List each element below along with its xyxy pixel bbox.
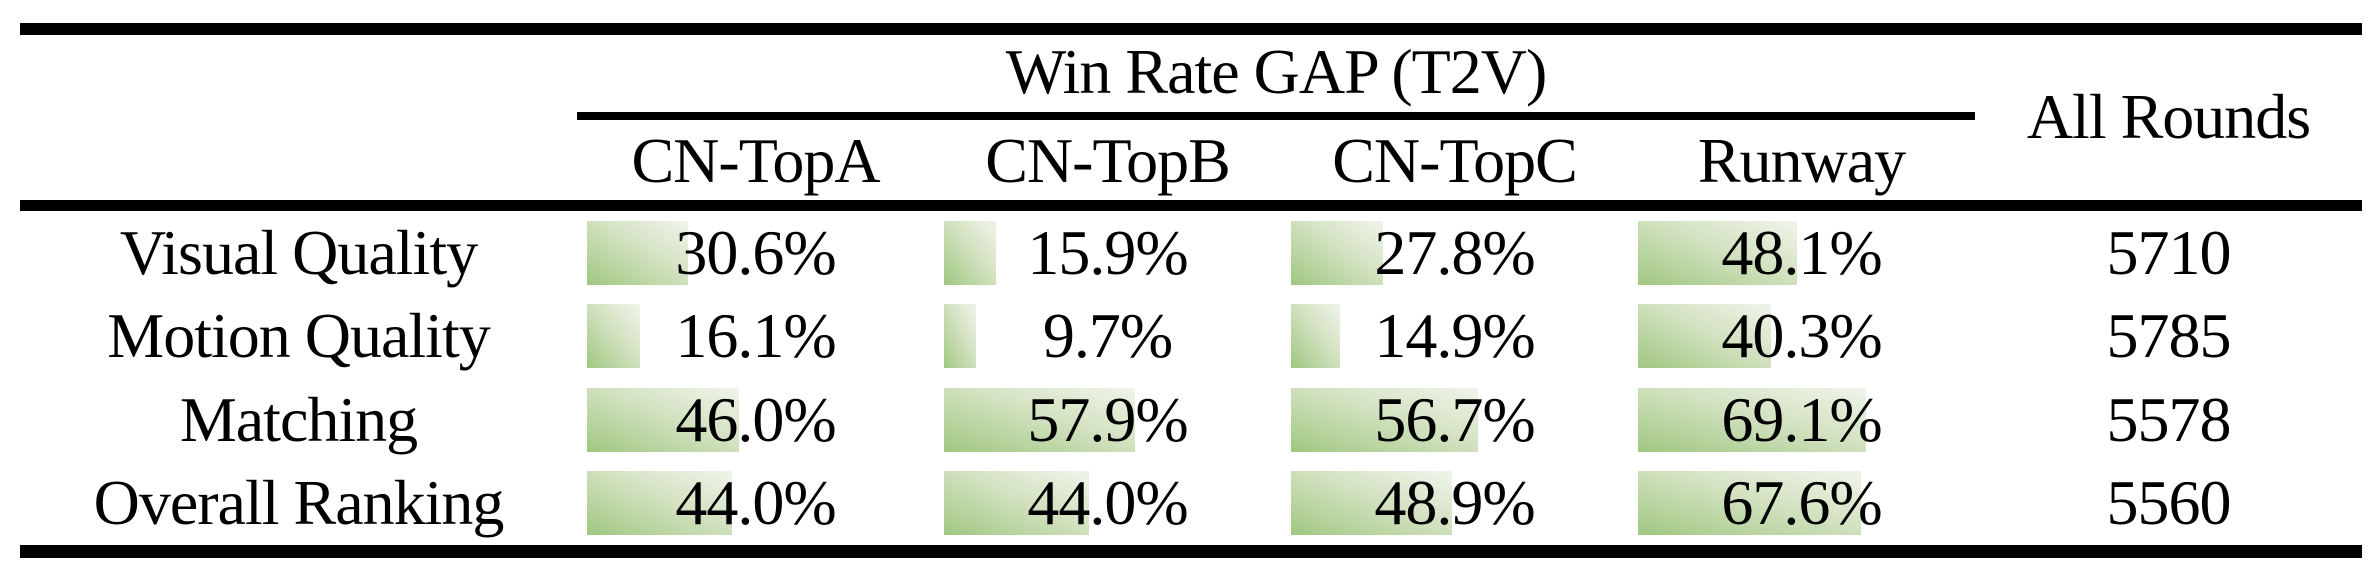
row-label: Motion Quality xyxy=(107,300,490,372)
column-header-cn-topc: CN-TopC xyxy=(1332,124,1578,196)
win-rate-cell: 16.1% xyxy=(577,295,934,379)
win-rate-cell: 9.7% xyxy=(934,295,1281,379)
table-rule-bottom xyxy=(20,545,2362,558)
table-body: Visual Quality 30.6% 15.9% 27.8% 48.1% 5710 Mo… xyxy=(20,211,2362,545)
win-rate-bar xyxy=(1291,387,1478,452)
table-row: Motion Quality 16.1% 9.7% 14.9% 40.3% 5785 xyxy=(20,295,2362,379)
win-rate-cell: 48.9% xyxy=(1281,462,1628,546)
win-rate-bar xyxy=(1638,471,1861,536)
win-rate-bar xyxy=(1638,387,1866,452)
win-rate-value: 9.7% xyxy=(1042,300,1173,372)
all-rounds-value: 5560 xyxy=(2106,467,2232,539)
win-rate-bar xyxy=(587,304,640,369)
win-rate-value: 30.6% xyxy=(675,216,836,288)
win-rate-value: 57.9% xyxy=(1027,383,1188,455)
table-row: Overall Ranking 44.0% 44.0% 48.9% 67.6% 5560 xyxy=(20,462,2362,546)
win-rate-bar xyxy=(944,471,1089,536)
win-rate-cell: 44.0% xyxy=(577,462,934,546)
win-rate-value: 16.1% xyxy=(675,300,836,372)
win-rate-value: 67.6% xyxy=(1721,467,1882,539)
column-header-cn-topb: CN-TopB xyxy=(985,124,1231,196)
table-rule-header-bottom xyxy=(20,200,2362,211)
win-rate-cell: 44.0% xyxy=(934,462,1281,546)
column-header-cn-topa: CN-TopA xyxy=(631,124,880,196)
row-label: Overall Ranking xyxy=(93,467,505,539)
win-rate-value: 69.1% xyxy=(1721,383,1882,455)
win-rate-cell: 48.1% xyxy=(1628,211,1975,295)
win-rate-bar xyxy=(1638,220,1797,285)
win-rate-cell: 57.9% xyxy=(934,378,1281,462)
win-rate-cell: 40.3% xyxy=(1628,295,1975,379)
group-header: Win Rate GAP (T2V) xyxy=(1005,35,1548,107)
win-rate-cell: 15.9% xyxy=(934,211,1281,295)
win-rate-value: 40.3% xyxy=(1721,300,1882,372)
all-rounds-value: 5578 xyxy=(2106,383,2232,455)
win-rate-cell: 67.6% xyxy=(1628,462,1975,546)
table-rule-top xyxy=(20,23,2362,35)
row-label: Visual Quality xyxy=(119,216,478,288)
win-rate-bar xyxy=(587,387,739,452)
win-rate-bar xyxy=(1291,304,1340,369)
win-rate-value: 48.9% xyxy=(1374,467,1535,539)
win-rate-bar xyxy=(587,471,732,536)
row-label: Matching xyxy=(179,383,418,455)
win-rate-value: 15.9% xyxy=(1027,216,1188,288)
win-rate-cell: 30.6% xyxy=(577,211,934,295)
win-rate-bar xyxy=(1291,471,1452,536)
win-rate-cell: 69.1% xyxy=(1628,378,1975,462)
win-rate-cell: 46.0% xyxy=(577,378,934,462)
win-rate-cell: 56.7% xyxy=(1281,378,1628,462)
win-rate-value: 46.0% xyxy=(675,383,836,455)
win-rate-bar xyxy=(944,387,1135,452)
win-rate-bar xyxy=(1291,220,1383,285)
win-rate-bar xyxy=(587,220,688,285)
column-headers-row: CN-TopA CN-TopB CN-TopC Runway xyxy=(20,121,1975,200)
win-rate-value: 48.1% xyxy=(1721,216,1882,288)
win-rate-value: 44.0% xyxy=(1027,467,1188,539)
win-rate-value: 44.0% xyxy=(675,467,836,539)
table-rule-group-span xyxy=(577,112,1975,120)
row-label-column-spacer xyxy=(20,121,577,200)
win-rate-cell: 14.9% xyxy=(1281,295,1628,379)
all-rounds-value: 5785 xyxy=(2106,300,2232,372)
win-rate-value: 14.9% xyxy=(1374,300,1535,372)
all-rounds-column-header: All Rounds xyxy=(2026,80,2311,152)
win-rate-bar xyxy=(944,304,976,369)
win-rate-value: 56.7% xyxy=(1374,383,1535,455)
table-row: Matching 46.0% 57.9% 56.7% 69.1% 5578 xyxy=(20,378,2362,462)
column-header-runway: Runway xyxy=(1697,124,1906,196)
win-rate-bar xyxy=(1638,304,1771,369)
table-row: Visual Quality 30.6% 15.9% 27.8% 48.1% 5710 xyxy=(20,211,2362,295)
all-rounds-value: 5710 xyxy=(2106,216,2232,288)
win-rate-value: 27.8% xyxy=(1374,216,1535,288)
win-rate-bar xyxy=(944,220,996,285)
win-rate-cell: 27.8% xyxy=(1281,211,1628,295)
